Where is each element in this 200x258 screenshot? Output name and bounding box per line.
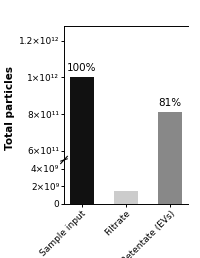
Text: Total particles: Total particles	[5, 66, 15, 150]
Text: 81%: 81%	[159, 98, 182, 108]
Text: 100%: 100%	[67, 63, 97, 73]
Bar	[70, 77, 94, 258]
Bar	[158, 0, 182, 204]
Bar	[158, 112, 182, 258]
Bar	[70, 0, 94, 204]
Bar	[114, 191, 138, 204]
